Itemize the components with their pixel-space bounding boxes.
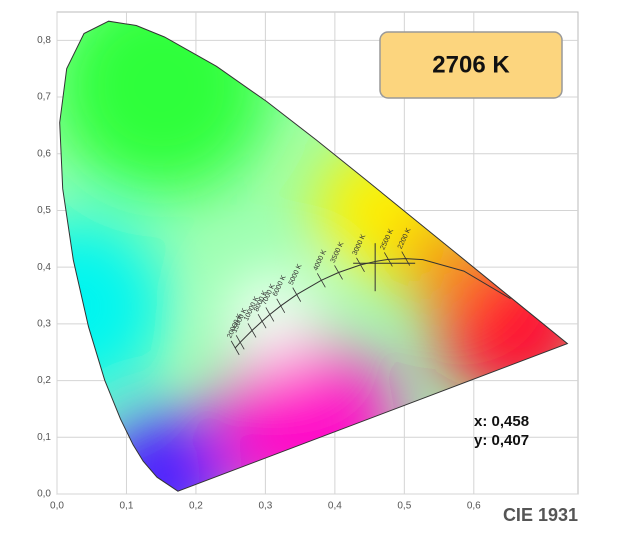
isotherm-tick	[247, 323, 257, 338]
chart-title: CIE 1931	[503, 505, 578, 525]
y-tick-label: 0,6	[37, 148, 51, 159]
x-tick-label: 0,1	[120, 501, 134, 512]
isotherm-tick	[257, 313, 267, 329]
isotherm-tick	[384, 252, 393, 267]
cct-box	[379, 31, 563, 99]
cct-label: 2706 K	[432, 51, 510, 78]
isotherm-tick	[292, 287, 302, 302]
planckian-locus	[234, 258, 511, 349]
y-tick-label: 0,4	[37, 262, 51, 273]
y-tick-label: 0,8	[37, 35, 51, 46]
measured-point	[353, 243, 416, 292]
x-tick-label: 0,0	[50, 501, 64, 512]
x-tick-label: 0,6	[467, 501, 481, 512]
x-tick-label: 0,2	[189, 501, 203, 512]
spectral-locus	[59, 20, 569, 492]
isotherm-tick	[235, 335, 245, 350]
isotherm-tick	[230, 340, 240, 356]
isotherm-tick	[265, 307, 275, 322]
y-tick-label: 0,1	[37, 432, 51, 443]
y-tick-label: 0,5	[37, 205, 51, 216]
y-coordinate: y: 0,407	[474, 432, 529, 449]
x-tick-label: 0,3	[258, 501, 272, 512]
y-tick-label: 0,3	[37, 319, 51, 330]
y-tick-label: 0,0	[37, 489, 51, 500]
isotherm-tick	[276, 298, 286, 314]
x-tick-label: 0,5	[397, 501, 411, 512]
y-tick-label: 0,2	[37, 375, 51, 386]
x-tick-label: 0,4	[328, 501, 342, 512]
isotherm-tick	[316, 273, 326, 288]
isotherm-tick	[356, 257, 365, 273]
x-coordinate: x: 0,458	[474, 413, 529, 430]
isotherm-tick	[334, 265, 343, 280]
y-tick-label: 0,7	[37, 92, 51, 103]
